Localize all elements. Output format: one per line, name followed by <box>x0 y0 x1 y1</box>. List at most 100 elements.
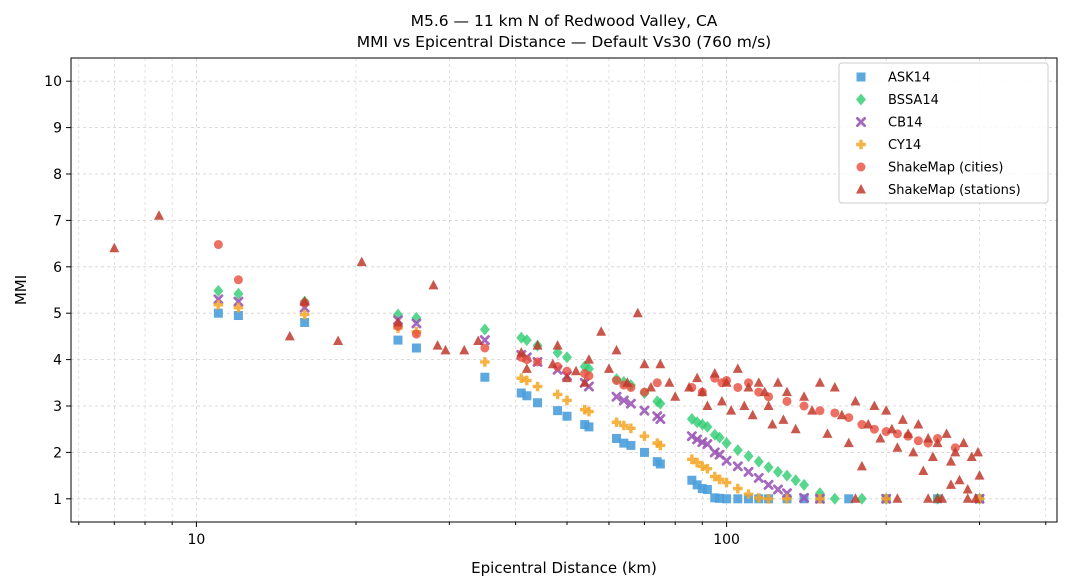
data-point <box>480 343 490 353</box>
legend-box <box>838 62 1049 204</box>
data-point <box>233 287 244 300</box>
data-point <box>532 381 543 392</box>
data-point <box>579 377 590 387</box>
y-tick-label: 2 <box>53 445 62 461</box>
data-point <box>767 419 778 429</box>
data-point <box>923 432 934 443</box>
data-point <box>970 493 981 503</box>
y-tick-label: 7 <box>53 213 62 229</box>
data-point <box>702 485 712 495</box>
data-point <box>716 395 727 406</box>
legend-marker <box>856 72 866 82</box>
data-point <box>625 398 636 409</box>
data-point <box>721 377 732 387</box>
data-point <box>772 377 783 387</box>
data-point <box>639 431 650 441</box>
data-point <box>516 373 527 383</box>
data-point <box>772 465 783 478</box>
y-tick-label: 1 <box>53 492 62 508</box>
data-point <box>473 335 484 346</box>
data-point <box>950 446 961 457</box>
data-point <box>743 450 754 463</box>
data-point <box>927 451 938 462</box>
plot-frame <box>70 57 1058 523</box>
legend-items: ASK14 BSSA14 CB14 CY14 ShakeMap (cities) Shak… <box>856 71 1021 198</box>
data-point <box>299 296 310 306</box>
data-points <box>109 210 985 505</box>
data-point <box>814 377 825 387</box>
y-tick-label: 6 <box>53 260 62 276</box>
data-point <box>300 317 310 327</box>
data-point <box>702 400 713 410</box>
data-point <box>692 372 703 383</box>
data-point <box>411 343 421 353</box>
data-point <box>721 477 732 488</box>
data-point <box>972 446 983 457</box>
series-3 <box>213 300 985 504</box>
data-point <box>516 388 526 398</box>
data-point <box>829 492 840 505</box>
y-tick-label: 3 <box>53 399 62 415</box>
data-point <box>778 414 789 424</box>
data-point <box>532 340 543 350</box>
data-point <box>714 474 725 485</box>
data-point <box>962 484 973 494</box>
data-point <box>918 465 929 475</box>
data-point <box>233 275 243 285</box>
data-point <box>670 391 681 401</box>
data-point <box>584 371 594 381</box>
data-point <box>753 493 764 503</box>
y-axis-label: MMI <box>12 275 30 305</box>
data-point <box>903 428 914 438</box>
data-point <box>626 440 636 450</box>
data-point <box>913 436 923 446</box>
data-point <box>552 389 563 400</box>
data-point <box>714 431 725 444</box>
data-point <box>639 447 649 457</box>
data-point <box>687 475 697 485</box>
data-point <box>611 391 622 402</box>
data-point <box>612 433 622 443</box>
data-point <box>655 397 666 410</box>
data-point <box>881 405 892 415</box>
data-point <box>428 279 439 290</box>
data-point <box>799 478 810 491</box>
data-point <box>966 451 977 462</box>
data-point <box>552 340 563 350</box>
data-point <box>732 461 743 472</box>
data-point <box>356 256 367 267</box>
data-point <box>908 446 919 457</box>
data-point <box>655 459 665 469</box>
data-point <box>561 372 572 383</box>
data-point <box>411 318 422 329</box>
data-point <box>733 483 743 494</box>
data-point <box>747 409 758 420</box>
data-point <box>856 460 867 471</box>
data-point <box>710 493 720 503</box>
data-point <box>583 354 594 364</box>
data-point <box>763 461 774 474</box>
data-point <box>753 472 764 483</box>
data-point <box>655 440 666 451</box>
data-point <box>743 489 754 499</box>
data-point <box>213 308 223 318</box>
data-point <box>632 307 643 318</box>
data-point <box>603 363 614 373</box>
data-point <box>692 434 703 445</box>
data-point <box>763 494 774 504</box>
data-point <box>815 406 825 416</box>
data-point <box>411 329 421 339</box>
data-point <box>692 480 702 490</box>
data-point <box>522 355 532 365</box>
data-point <box>652 378 662 388</box>
data-point <box>109 242 120 253</box>
data-point <box>562 395 572 406</box>
y-tick-label: 9 <box>53 121 62 137</box>
data-point <box>626 423 636 434</box>
y-tick-label: 4 <box>53 353 62 369</box>
data-point <box>913 419 924 429</box>
legend-marker <box>856 93 866 106</box>
chart-subtitle: MMI vs Epicentral Distance — Default Vs3… <box>357 33 771 51</box>
chart-title: M5.6 — 11 km N of Redwood Valley, CA <box>411 12 718 30</box>
data-point <box>739 400 750 410</box>
